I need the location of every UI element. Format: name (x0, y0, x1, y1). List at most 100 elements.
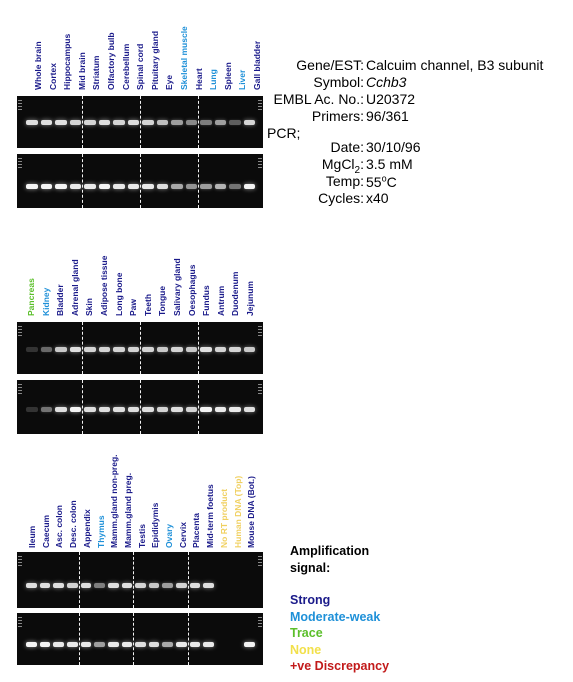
lane-divider (140, 96, 141, 148)
mgcl2-value: 3.5 mM (366, 156, 413, 172)
lane-divider (78, 613, 80, 665)
gel-band (156, 184, 168, 189)
lane-label: Ovary (164, 523, 174, 548)
gel-band (176, 583, 187, 588)
lane-divider (198, 380, 199, 434)
gel-band (200, 120, 212, 125)
gel-band (107, 583, 119, 588)
lane-label: Long bone (113, 272, 124, 316)
lane-label: Desc. colon (68, 500, 79, 548)
gel-band (40, 407, 52, 412)
gel-band (156, 347, 168, 352)
lane-label: Tongue (157, 285, 168, 316)
lane-divider (82, 322, 83, 374)
gel-band (185, 347, 197, 352)
lane-label: Human DNA (Top) (232, 475, 243, 548)
gel-band (26, 184, 38, 189)
gel-band (53, 583, 64, 588)
legend-item: Trace (290, 626, 323, 640)
gel-band (84, 120, 96, 125)
lane-label: Ileum (27, 525, 37, 548)
lane-divider (78, 552, 80, 608)
legend-item: Moderate-weak (290, 609, 381, 624)
lane-label: Eye (164, 74, 175, 90)
gel-band (98, 347, 110, 352)
gel-band (107, 642, 119, 647)
lane-label: Appendix (81, 509, 92, 548)
gel-band (171, 407, 183, 412)
lane-label: Oesophagus (186, 264, 197, 316)
ladder-marker (258, 617, 262, 627)
ladder-marker (258, 556, 262, 566)
gel-band (80, 642, 92, 647)
gel-band (55, 184, 67, 189)
primers-value: 96/361 (366, 108, 409, 124)
lane-label: Mamm.gland preg. (122, 472, 133, 548)
gel-band (127, 184, 139, 189)
gel-band (229, 407, 241, 412)
lane-label: Epididymis (150, 502, 161, 548)
lane-label: Caecum (40, 514, 51, 548)
lane-divider (140, 154, 141, 208)
gel-band (243, 347, 255, 352)
gel-band (142, 407, 154, 412)
gel-band (66, 642, 78, 647)
panel-1-gel-bottom (17, 154, 263, 208)
gel-band (84, 347, 96, 352)
legend-title-line2: signal: (290, 560, 331, 575)
gel-band (244, 642, 255, 647)
gel-band (203, 583, 215, 588)
gel-band (55, 120, 67, 125)
lane-label: Lung (208, 69, 219, 90)
gene-est-label: Gene/EST: (296, 57, 364, 73)
lane-label: Thymus (95, 515, 106, 548)
gel-band (40, 120, 52, 125)
gel-band (142, 184, 154, 189)
gel-band (214, 347, 226, 352)
panel-2-gel-bottom (17, 380, 263, 434)
gel-band (243, 120, 255, 125)
panel-3-gel-top (17, 552, 263, 608)
lane-divider (82, 154, 83, 208)
gel-band (200, 347, 212, 352)
lane-label: Antrum (215, 285, 226, 316)
gel-band (203, 642, 215, 647)
ladder-marker (258, 158, 262, 168)
panel-2-gel-top (17, 322, 263, 374)
lane-divider (82, 96, 83, 148)
ladder-marker (18, 158, 22, 168)
gel-band (94, 583, 105, 588)
lane-label: Mamm.gland non-preg. (109, 454, 120, 549)
date-value: 30/10/96 (366, 139, 421, 155)
lane-divider (198, 96, 199, 148)
gel-band (214, 184, 226, 189)
gel-band (98, 407, 110, 412)
lane-label: Spinal cord (135, 43, 146, 90)
lane-label: Cervix (177, 522, 188, 548)
gel-band (185, 120, 197, 125)
lane-divider (133, 552, 135, 608)
gel-band (148, 642, 160, 647)
lane-label: Asc. colon (54, 505, 65, 548)
gel-band (156, 120, 168, 125)
gel-band (185, 184, 197, 189)
lane-label: Jejunum (245, 281, 255, 316)
lane-label: Placenta (191, 513, 202, 548)
gel-band (142, 120, 154, 125)
gel-band (26, 347, 38, 352)
lane-divider (198, 322, 199, 374)
lane-label: Pancreas (26, 278, 36, 316)
panel-3-gel-bottom (17, 613, 263, 665)
gel-band (55, 407, 67, 412)
ladder-marker (18, 556, 22, 566)
primers-label: Primers: (311, 108, 364, 124)
gel-band (189, 642, 201, 647)
lane-label: Olfactory bulb (106, 32, 116, 90)
gel-band (156, 407, 168, 412)
lane-label: Duodenum (230, 271, 241, 316)
lane-label: Bladder (55, 284, 66, 316)
lane-label: Mid brain (76, 52, 87, 90)
gel-band (127, 120, 139, 125)
gel-band (69, 184, 81, 189)
gel-band (69, 347, 81, 352)
